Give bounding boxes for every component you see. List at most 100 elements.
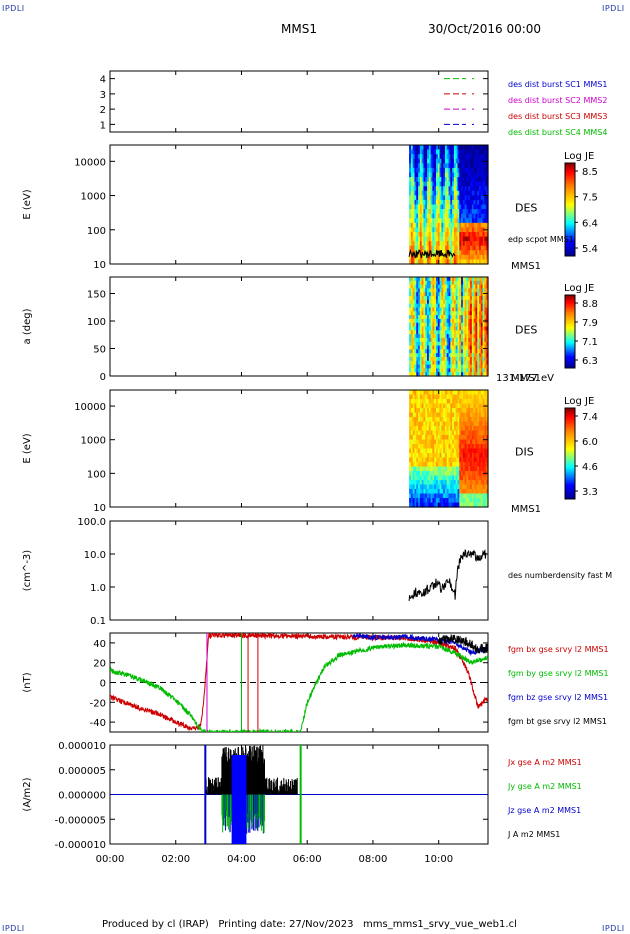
heatmap-cell-1-1-0 <box>410 145 414 151</box>
heatmap-cell-3-13-19 <box>432 475 435 481</box>
heatmap-cell-1-34-24 <box>470 254 473 261</box>
heatmap-cell-1-0-4 <box>409 163 412 169</box>
heatmap-cell-3-37-16 <box>475 462 478 468</box>
heatmap-cell-3-2-11 <box>412 439 416 445</box>
heatmap-cell-1-3-13 <box>414 204 417 210</box>
heatmap-cell-1-8-1 <box>423 149 426 155</box>
heatmap-cell-2-37-21 <box>475 356 478 362</box>
heatmap-cell-2-35-25 <box>471 372 475 377</box>
heatmap-cell-1-29-0 <box>461 145 464 151</box>
heatmap-cell-3-29-4 <box>461 408 464 414</box>
heatmap-cell-1-38-9 <box>477 186 480 192</box>
heatmap-cell-2-4-2 <box>416 284 419 290</box>
heatmap-cell-2-5-3 <box>418 288 421 293</box>
heatmap-cell-2-17-5 <box>439 296 442 301</box>
heatmap-cell-1-26-5 <box>455 167 459 174</box>
heatmap-cell-1-5-21 <box>418 241 421 247</box>
heatmap-cell-1-34-14 <box>470 209 473 215</box>
heatmap-cell-3-10-14 <box>427 453 430 459</box>
heatmap-cell-1-14-0 <box>434 145 437 151</box>
heatmap-cell-1-19-25 <box>443 259 446 265</box>
heatmap-cell-3-36-25 <box>473 502 477 508</box>
heatmap-cell-3-30-2 <box>462 399 466 405</box>
heatmap-cell-1-18-11 <box>441 195 444 201</box>
heatmap-cell-2-16-15 <box>437 334 441 339</box>
heatmap-cell-3-7-2 <box>421 399 425 405</box>
heatmap-cell-1-26-19 <box>455 231 459 238</box>
heatmap-cell-1-7-6 <box>421 172 425 178</box>
heatmap-cell-3-28-19 <box>459 475 462 481</box>
heatmap-cell-1-26-2 <box>455 154 459 160</box>
heatmap-cell-2-35-6 <box>471 299 475 305</box>
heatmap-cell-3-26-14 <box>455 453 459 459</box>
heatmap-cell-1-0-5 <box>409 167 412 174</box>
heatmap-cell-3-1-5 <box>410 412 414 418</box>
heatmap-cell-3-30-20 <box>462 480 466 486</box>
heatmap-cell-3-8-9 <box>423 430 426 436</box>
heatmap-cell-2-20-25 <box>444 372 448 377</box>
heatmap-cell-1-12-14 <box>430 209 434 215</box>
heatmap-cell-2-37-18 <box>475 345 478 350</box>
heatmap-cell-1-31-8 <box>464 181 468 187</box>
heatmap-cell-2-43-3 <box>486 288 489 293</box>
heatmap-cell-1-27-3 <box>457 158 460 164</box>
heatmap-cell-3-13-25 <box>432 502 435 508</box>
heatmap-cell-3-28-23 <box>459 493 462 499</box>
time-label-0: 00:00 <box>96 854 125 865</box>
heatmap-cell-3-42-2 <box>484 399 487 405</box>
heatmap-cell-3-32-4 <box>466 408 469 414</box>
heatmap-cell-3-24-4 <box>452 408 455 414</box>
heatmap-cell-3-34-25 <box>470 502 473 508</box>
heatmap-cell-1-21-6 <box>446 172 450 178</box>
heatmap-cell-1-13-13 <box>432 204 435 210</box>
heatmap-cell-1-21-5 <box>446 167 450 174</box>
heatmap-cell-1-42-24 <box>484 254 487 261</box>
heatmap-cell-2-5-14 <box>418 330 421 335</box>
heatmap-cell-2-41-7 <box>482 303 486 309</box>
heatmap-cell-1-4-5 <box>416 167 419 174</box>
heatmap-cell-1-41-2 <box>482 154 486 160</box>
heatmap-cell-3-20-0 <box>444 390 448 396</box>
heatmap-cell-2-11-24 <box>428 368 432 373</box>
heatmap-cell-3-42-19 <box>484 475 487 481</box>
heatmap-cell-2-23-25 <box>450 372 453 377</box>
heatmap-cell-3-16-3 <box>437 403 441 409</box>
heatmap-cell-1-21-22 <box>446 245 450 251</box>
heatmap-cell-3-8-5 <box>423 412 426 418</box>
heatmap-cell-1-24-3 <box>452 158 455 164</box>
heatmap-cell-3-8-8 <box>423 426 426 432</box>
heatmap-cell-2-22-24 <box>448 368 451 373</box>
heatmap-cell-1-13-22 <box>432 245 435 251</box>
heatmap-cell-2-33-10 <box>468 315 471 320</box>
panel-side-label-3: DIS <box>515 446 534 459</box>
heatmap-cell-3-10-24 <box>427 498 430 504</box>
heatmap-cell-2-3-20 <box>414 353 417 358</box>
heatmap-cell-3-25-14 <box>453 453 457 459</box>
heatmap-cell-3-33-8 <box>468 426 471 432</box>
heatmap-cell-3-43-1 <box>486 394 489 400</box>
heatmap-cell-1-9-12 <box>425 199 428 206</box>
heatmap-cell-3-36-17 <box>473 466 477 472</box>
heatmap-cell-1-14-14 <box>434 209 437 215</box>
heatmap-cell-3-42-6 <box>484 417 487 423</box>
heatmap-cell-2-20-3 <box>444 288 448 293</box>
heatmap-cell-3-12-11 <box>430 439 434 445</box>
heatmap-cell-1-6-0 <box>419 145 423 151</box>
heatmap-cell-3-29-10 <box>461 435 464 441</box>
heatmap-cell-1-10-16 <box>427 218 430 224</box>
heatmap-cell-2-17-14 <box>439 330 442 335</box>
heatmap-cell-2-13-2 <box>432 284 435 290</box>
heatmap-cell-2-21-6 <box>446 299 450 305</box>
heatmap-cell-1-2-19 <box>412 231 416 238</box>
corner-label-top-left: IPDLI <box>2 4 25 13</box>
heatmap-cell-3-0-10 <box>409 435 412 441</box>
heatmap-cell-3-3-20 <box>414 480 417 486</box>
heatmap-cell-2-19-4 <box>443 292 446 297</box>
heatmap-cell-2-37-8 <box>475 307 478 312</box>
heatmap-cell-1-37-12 <box>475 199 478 206</box>
heatmap-cell-3-10-7 <box>427 421 430 427</box>
heatmap-cell-3-20-8 <box>444 426 448 432</box>
heatmap-cell-3-42-15 <box>484 457 487 463</box>
heatmap-cell-3-36-7 <box>473 421 477 427</box>
heatmap-cell-2-4-13 <box>416 326 419 331</box>
